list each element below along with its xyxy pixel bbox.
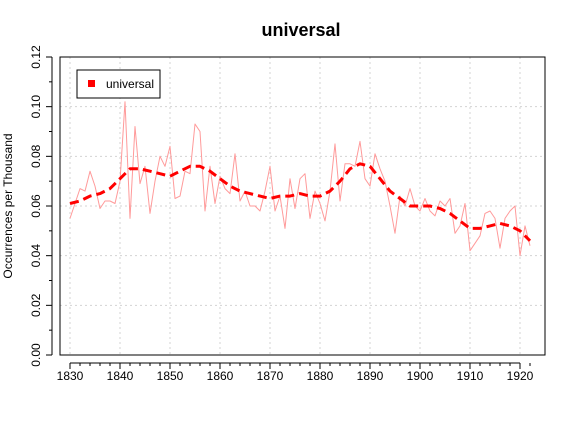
legend-label: universal — [106, 77, 154, 91]
y-tick-label: 0.02 — [29, 293, 43, 317]
x-tick-label: 1830 — [57, 369, 84, 383]
x-tick-label: 1910 — [457, 369, 484, 383]
y-tick-label: 0.12 — [29, 45, 43, 69]
x-tick-label: 1850 — [157, 369, 184, 383]
plot-frame — [59, 56, 546, 356]
y-axis-label: Occurrences per Thousand — [1, 133, 15, 278]
x-tick-label: 1890 — [357, 369, 384, 383]
y-tick-label: 0.00 — [29, 343, 43, 367]
x-tick-label: 1860 — [207, 369, 234, 383]
grid-lines — [60, 56, 545, 356]
chart-title: universal — [261, 20, 340, 40]
series-line-smoothed — [69, 162, 532, 242]
y-tick-label: 0.04 — [29, 244, 43, 268]
x-tick-label: 1900 — [407, 369, 434, 383]
x-tick-label: 1920 — [507, 369, 534, 383]
y-tick-label: 0.06 — [29, 194, 43, 218]
x-tick-label: 1880 — [307, 369, 334, 383]
series-lines — [69, 101, 532, 257]
x-tick-label: 1870 — [257, 369, 284, 383]
legend: universal — [76, 69, 161, 99]
series-line-raw — [69, 101, 531, 257]
y-tick-label: 0.10 — [29, 95, 43, 119]
axes: 1830 1840 1850 1860 1870 1880 1890 1900 1910 1920… — [29, 45, 534, 383]
legend-swatch — [88, 80, 95, 87]
x-tick-label: 1840 — [107, 369, 134, 383]
y-tick-label: 0.08 — [29, 144, 43, 168]
